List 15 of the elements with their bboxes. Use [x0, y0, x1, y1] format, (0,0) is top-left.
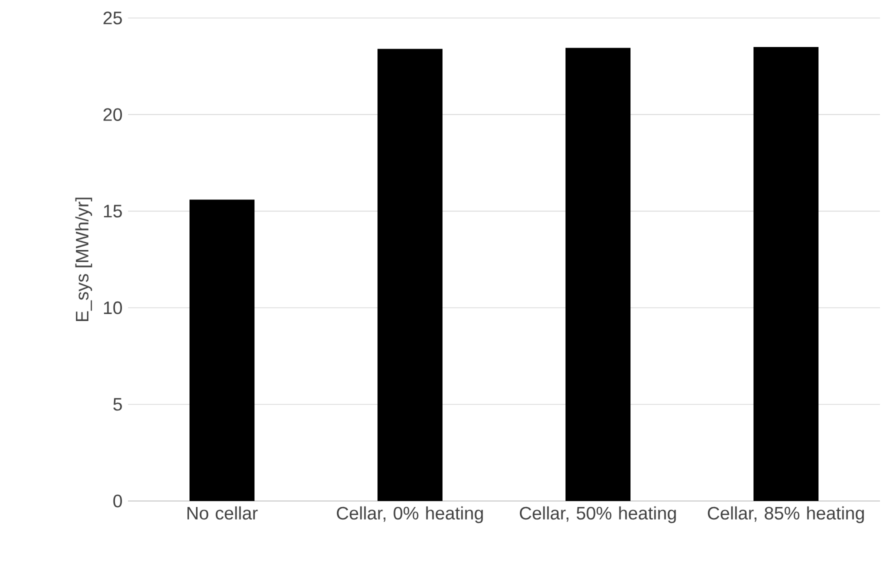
bar — [754, 46, 819, 501]
x-tick-label: Cellar, 85% heating — [708, 506, 864, 524]
y-tick-label: 0 — [113, 494, 122, 508]
x-tick-label: Cellar, 0% heating — [336, 506, 483, 524]
x-tick-label: Cellar, 50% heating — [520, 506, 676, 524]
y-tick-label: 10 — [104, 301, 122, 314]
y-axis-title: E_sys [MWh/yr] — [75, 198, 92, 322]
y-tick-label: 5 — [113, 398, 122, 411]
y-tick-label: 25 — [104, 12, 122, 24]
bar — [378, 48, 443, 501]
x-tick-label: No cellar — [187, 506, 258, 520]
bar — [566, 48, 631, 501]
y-tick-label: 20 — [104, 108, 122, 121]
bar — [190, 200, 255, 501]
y-tick-label: 15 — [104, 204, 122, 218]
